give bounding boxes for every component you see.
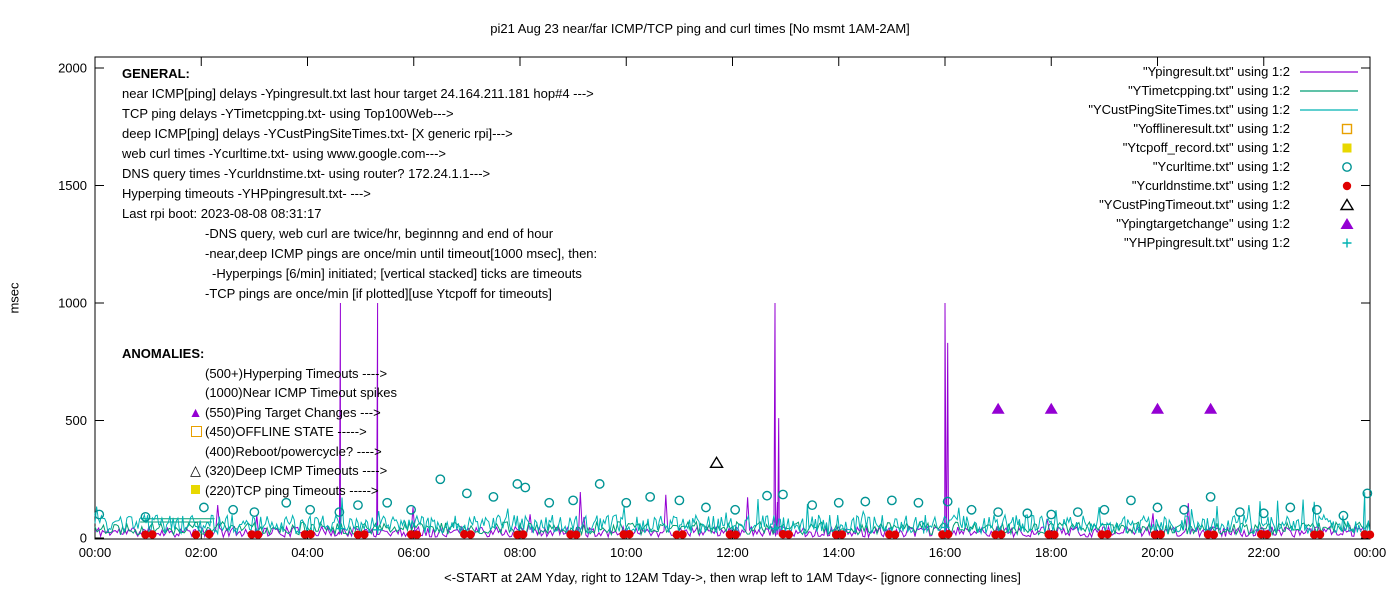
anomaly-text: (450)OFFLINE STATE -----> — [205, 424, 367, 439]
series-YCustPingSiteTimes — [94, 492, 1371, 537]
series-YCustPingTimeout — [709, 455, 724, 468]
y-tick-label: 0 — [80, 531, 87, 546]
anomaly-text: (220)TCP ping Timeouts -----> — [205, 482, 379, 498]
legend-sample-Yofflineresult — [1341, 123, 1353, 135]
general-note-icmp-pings: -near,deep ICMP pings are once/min until… — [205, 246, 598, 261]
general-note-hyperpings: -Hyperpings [6/min] initiated; [vertical… — [212, 266, 582, 281]
anomaly-text: (320)Deep ICMP Timeouts ----> — [205, 463, 388, 478]
y-tick-label: 2000 — [58, 61, 87, 76]
x-tick-label: 12:00 — [716, 545, 749, 560]
x-tick-label: 00:00 — [79, 545, 112, 560]
anomaly-ping-target-changes: ▲ (550)Ping Target Changes ---> — [189, 403, 397, 423]
series-Ypingtargetchange — [991, 402, 1218, 414]
offline-state-square-icon — [191, 426, 202, 437]
x-tick-label: 04:00 — [291, 545, 324, 560]
y-axis-label: msec — [6, 282, 22, 314]
legend-label-YTimetcpping: "YTimetcpping.txt" using 1:2 — [1128, 83, 1290, 98]
legend-label-Ycurldnstime: "Ycurldnstime.txt" using 1:2 — [1132, 178, 1290, 193]
chart-title: pi21 Aug 23 near/far ICMP/TCP ping and c… — [490, 21, 910, 36]
legend-sample-Ycurldnstime — [1342, 181, 1352, 191]
general-line-deep-icmp: deep ICMP[ping] delays -YCustPingSiteTim… — [122, 126, 513, 141]
anomalies-list: (500+)Hyperping Timeouts ----> (1000)Nea… — [189, 364, 397, 501]
legend-sample-Ytcpoff_record — [1342, 143, 1352, 153]
legend-label-YHPpingresult: "YHPpingresult.txt" using 1:2 — [1124, 235, 1290, 250]
x-tick-label: 02:00 — [185, 545, 218, 560]
general-line-tcp-ping: TCP ping delays -YTimetcpping.txt- using… — [122, 106, 454, 121]
anomalies-heading: ANOMALIES: — [122, 346, 205, 361]
general-line-web-curl: web curl times -Ycurltime.txt- using www… — [122, 146, 447, 161]
anomaly-hyperping-timeouts: (500+)Hyperping Timeouts ----> — [205, 364, 397, 384]
general-heading: GENERAL: — [122, 66, 190, 81]
x-tick-label: 14:00 — [822, 545, 855, 560]
x-tick-label: 00:00 — [1354, 545, 1387, 560]
general-annotation-block: GENERAL: near ICMP[ping] delays -Ypingre… — [122, 64, 597, 304]
ping-target-change-triangle-icon: ▲ — [188, 403, 203, 420]
x-tick-label: 06:00 — [397, 545, 430, 560]
x-tick-label: 16:00 — [929, 545, 962, 560]
series-Ycurltime — [94, 474, 1373, 522]
legend-sample-YCustPingTimeout — [1339, 198, 1355, 211]
general-line-last-boot: Last rpi boot: 2023-08-08 08:31:17 — [122, 206, 322, 221]
tcp-ping-timeout-square-icon — [191, 484, 200, 494]
anomalies-annotation-block: ANOMALIES: (500+)Hyperping Timeouts ----… — [122, 344, 397, 500]
x-tick-label: 10:00 — [610, 545, 643, 560]
x-tick-label: 18:00 — [1035, 545, 1068, 560]
anomaly-text: (400)Reboot/powercycle? ----> — [205, 443, 382, 459]
legend-label-YCustPingSiteTimes: "YCustPingSiteTimes.txt" using 1:2 — [1088, 102, 1290, 117]
general-line-hyperping: Hyperping timeouts -YHPpingresult.txt- -… — [122, 186, 371, 201]
general-line-near-icmp: near ICMP[ping] delays -Ypingresult.txt … — [122, 86, 594, 101]
legend-label-Ypingresult: "Ypingresult.txt" using 1:2 — [1143, 64, 1290, 79]
anomaly-deep-icmp-timeouts: △ (320)Deep ICMP Timeouts ----> — [190, 461, 397, 481]
general-line-dns-query: DNS query times -Ycurldnstime.txt- using… — [122, 166, 491, 181]
anomaly-offline-state: (450)OFFLINE STATE -----> — [191, 422, 397, 442]
anomaly-tcp-ping-timeouts: (220)TCP ping Timeouts -----> — [191, 481, 397, 501]
deep-icmp-timeout-triangle-icon: △ — [190, 462, 201, 478]
y-tick-label: 1500 — [58, 178, 87, 193]
legend-label-Ytcpoff_record: "Ytcpoff_record.txt" using 1:2 — [1123, 140, 1290, 155]
general-note-tcp-pings: -TCP pings are once/min [if plotted][use… — [205, 286, 552, 301]
y-tick-label: 500 — [65, 413, 87, 428]
general-note-dns-curl: -DNS query, web curl are twice/hr, begin… — [205, 226, 554, 241]
anomaly-text: (1000)Near ICMP Timeout spikes — [205, 385, 397, 400]
x-tick-label: 08:00 — [504, 545, 537, 560]
legend-label-YCustPingTimeout: "YCustPingTimeout.txt" using 1:2 — [1099, 197, 1290, 212]
legend-sample-Ycurltime — [1342, 162, 1352, 172]
y-tick-label: 1000 — [58, 296, 87, 311]
legend-label-Ypingtargetchange: "Ypingtargetchange" using 1:2 — [1116, 216, 1290, 231]
anomaly-reboot-powercycle: (400)Reboot/powercycle? ----> — [205, 442, 397, 462]
series-Ycurldnstime — [141, 530, 1375, 539]
legend-label-Ycurltime: "Ycurltime.txt" using 1:2 — [1153, 159, 1290, 174]
x-tick-label: 20:00 — [1141, 545, 1174, 560]
anomaly-text: (500+)Hyperping Timeouts ----> — [205, 365, 388, 381]
x-axis-label: <-START at 2AM Yday, right to 12AM Tday-… — [444, 570, 1021, 585]
series-YHPpingresult — [335, 522, 950, 535]
legend-label-Yofflineresult: "Yofflineresult.txt" using 1:2 — [1133, 121, 1290, 136]
anomaly-text: (550)Ping Target Changes ---> — [205, 404, 381, 420]
anomaly-near-icmp-timeout-spikes: (1000)Near ICMP Timeout spikes — [205, 383, 397, 403]
legend-sample-Ypingtargetchange — [1340, 218, 1354, 229]
x-tick-label: 22:00 — [1247, 545, 1280, 560]
legend-sample-YHPpingresult — [1342, 238, 1352, 248]
